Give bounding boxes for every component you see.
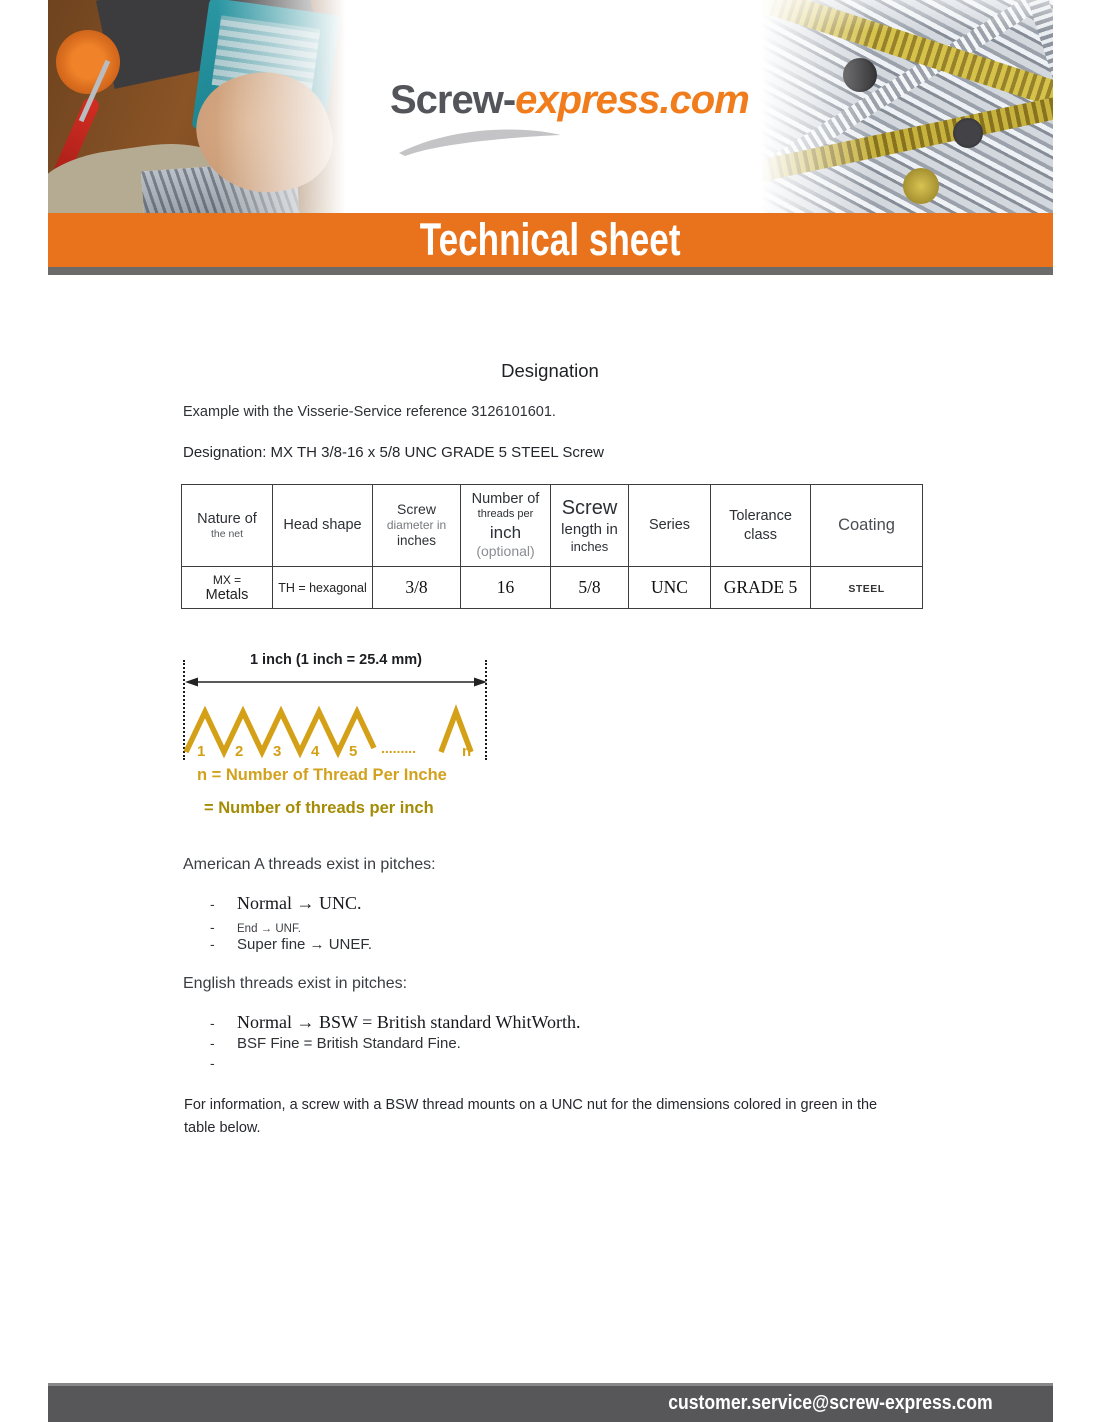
thread-number: 1 bbox=[197, 743, 205, 760]
header-text: class bbox=[743, 526, 778, 543]
cell-threads-per-inch: 16 bbox=[460, 566, 551, 609]
thread-pitch-diagram: 1 inch (1 inch = 25.4 mm) 1 2 3 4 5 ....… bbox=[183, 652, 489, 762]
screws-pile-photo bbox=[755, 0, 1053, 213]
photo-fade bbox=[48, 0, 355, 213]
header-text: Screw bbox=[561, 496, 618, 519]
header-text: the net bbox=[210, 528, 244, 540]
list-item-text: BSF Fine = British Standard Fine. bbox=[237, 1035, 461, 1052]
thread-number: 3 bbox=[273, 743, 281, 760]
header-text: Coating bbox=[838, 516, 895, 535]
header-text: (optional) bbox=[476, 543, 535, 560]
logo: Screw-express.com bbox=[390, 78, 750, 123]
cell-head-shape: TH = hexagonal bbox=[272, 566, 373, 609]
list-item-text: Super fine → UNEF. bbox=[237, 936, 373, 953]
cell-text: STEEL bbox=[848, 582, 885, 595]
header-text: inch bbox=[489, 523, 522, 543]
logo-text-screw: Screw- bbox=[390, 78, 516, 122]
photo-fade bbox=[755, 0, 1053, 213]
header-text: Nature of bbox=[197, 510, 257, 527]
cell-text: TH = hexagonal bbox=[278, 580, 367, 595]
logo-swoosh-icon bbox=[399, 129, 561, 156]
caption-threads-per-inch-olive: = Number of threads per inch bbox=[204, 799, 434, 817]
double-arrow-icon bbox=[185, 677, 487, 687]
caption-threads-per-inch-gold: n = Number of Thread Per Inche bbox=[197, 766, 447, 784]
list-item: - End → UNF. bbox=[210, 919, 301, 937]
header-text: Number of bbox=[471, 491, 540, 508]
bullet-dash: - bbox=[210, 1015, 215, 1031]
thread-n-label: n bbox=[462, 743, 471, 760]
banner-title: Technical sheet bbox=[420, 214, 681, 265]
table-header-row: Nature of the net Head shape Screw diame… bbox=[181, 484, 923, 567]
header-text: Screw bbox=[397, 500, 436, 517]
cell-length: 5/8 bbox=[550, 566, 629, 609]
header-text: inches bbox=[570, 539, 609, 555]
header-coating: Coating bbox=[810, 484, 923, 567]
list-item: - Normal → BSW = British standard WhitWor… bbox=[210, 1012, 581, 1033]
dimension-label: 1 inch (1 inch = 25.4 mm) bbox=[249, 652, 423, 668]
bullet-dash: - bbox=[210, 1035, 215, 1051]
list-item-text: End → UNF. bbox=[237, 923, 301, 935]
cell-diameter: 3/8 bbox=[372, 566, 461, 609]
american-threads-heading: American A threads exist in pitches: bbox=[183, 856, 436, 873]
header-text: threads per bbox=[477, 508, 534, 521]
thread-number: 5 bbox=[349, 743, 357, 760]
footer-bar: customer.service@screw-express.com bbox=[48, 1383, 1053, 1422]
workbench-photo bbox=[48, 0, 355, 213]
header-text: inches bbox=[396, 533, 437, 549]
list-item: - Super fine → UNEF. bbox=[210, 936, 372, 954]
table-data-row: MX = Metals TH = hexagonal 3/8 16 5/8 UN… bbox=[181, 566, 923, 609]
banner-shadow bbox=[48, 267, 1053, 275]
example-line: Example with the Visserie-Service refere… bbox=[183, 404, 556, 420]
page-title: Designation bbox=[501, 360, 599, 381]
note-paragraph: For information, a screw with a BSW thre… bbox=[184, 1097, 878, 1137]
list-item: - Normal → UNC. bbox=[210, 893, 362, 914]
cell-text: Metals bbox=[205, 586, 249, 603]
dashed-line-right bbox=[485, 660, 487, 760]
cell-text: MX = bbox=[212, 572, 242, 587]
header-text: Tolerance bbox=[729, 508, 792, 525]
english-threads-heading: English threads exist in pitches: bbox=[183, 975, 408, 992]
header-diameter: Screw diameter in inches bbox=[372, 484, 461, 567]
bullet-dash: - bbox=[210, 896, 215, 912]
list-item: - bbox=[210, 1055, 237, 1073]
header-text: Head shape bbox=[283, 517, 362, 534]
cell-series: UNC bbox=[628, 566, 711, 609]
thread-zigzag-icon: 1 2 3 4 5 ......... n bbox=[183, 704, 474, 760]
header-threads-per-inch: Number of threads per inch (optional) bbox=[460, 484, 551, 567]
footer-email: customer.service@screw-express.com bbox=[668, 1392, 993, 1414]
cell-tolerance: GRADE 5 bbox=[710, 566, 811, 609]
dashed-line-left bbox=[183, 660, 185, 760]
header-text: length in bbox=[561, 520, 618, 538]
bullet-dash: - bbox=[210, 1055, 215, 1071]
logo-text-express: express.com bbox=[515, 78, 750, 122]
thread-number: 2 bbox=[235, 743, 243, 760]
list-item-text: Normal → UNC. bbox=[237, 893, 362, 913]
thread-number: 4 bbox=[311, 743, 320, 760]
list-item: - BSF Fine = British Standard Fine. bbox=[210, 1035, 461, 1053]
list-item-text: Normal → BSW = British standard WhitWort… bbox=[237, 1012, 581, 1032]
cell-nature: MX = Metals bbox=[181, 566, 273, 609]
logo-area: Screw-express.com bbox=[355, 0, 755, 213]
header-length: Screw length in inches bbox=[550, 484, 629, 567]
header-head-shape: Head shape bbox=[272, 484, 373, 567]
header-text: Series bbox=[648, 517, 691, 534]
bullet-dash: - bbox=[210, 936, 215, 952]
header-series: Series bbox=[628, 484, 711, 567]
designation-table: Nature of the net Head shape Screw diame… bbox=[181, 484, 923, 609]
header-nature: Nature of the net bbox=[181, 484, 273, 567]
banner: Technical sheet bbox=[48, 213, 1053, 267]
header-tolerance: Tolerance class bbox=[710, 484, 811, 567]
header-text: diameter in bbox=[386, 518, 447, 533]
bullet-dash: - bbox=[210, 919, 215, 935]
cell-coating: STEEL bbox=[810, 566, 923, 609]
designation-line: Designation: MX TH 3/8-16 x 5/8 UNC GRAD… bbox=[183, 444, 604, 461]
thread-dots: ......... bbox=[381, 740, 416, 756]
